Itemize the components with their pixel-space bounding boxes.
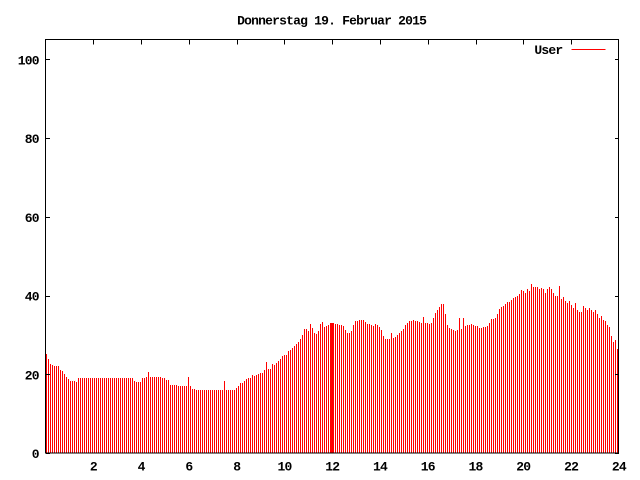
svg-text:100: 100 [18, 53, 40, 68]
svg-text:2: 2 [90, 460, 98, 475]
svg-text:14: 14 [373, 460, 388, 475]
svg-text:60: 60 [25, 211, 40, 226]
svg-text:12: 12 [325, 460, 340, 475]
svg-text:18: 18 [468, 460, 483, 475]
svg-text:40: 40 [25, 290, 40, 305]
svg-text:User: User [534, 43, 562, 58]
svg-text:8: 8 [233, 460, 241, 475]
svg-text:20: 20 [25, 368, 40, 383]
svg-text:22: 22 [564, 460, 579, 475]
svg-text:Donnerstag 19. Februar 2015: Donnerstag 19. Februar 2015 [237, 13, 427, 28]
svg-text:10: 10 [277, 460, 292, 475]
svg-text:16: 16 [421, 460, 436, 475]
svg-text:6: 6 [185, 460, 193, 475]
svg-text:20: 20 [516, 460, 531, 475]
svg-text:0: 0 [32, 447, 40, 462]
svg-text:80: 80 [25, 132, 40, 147]
svg-text:4: 4 [138, 460, 146, 475]
svg-text:24: 24 [612, 460, 627, 475]
